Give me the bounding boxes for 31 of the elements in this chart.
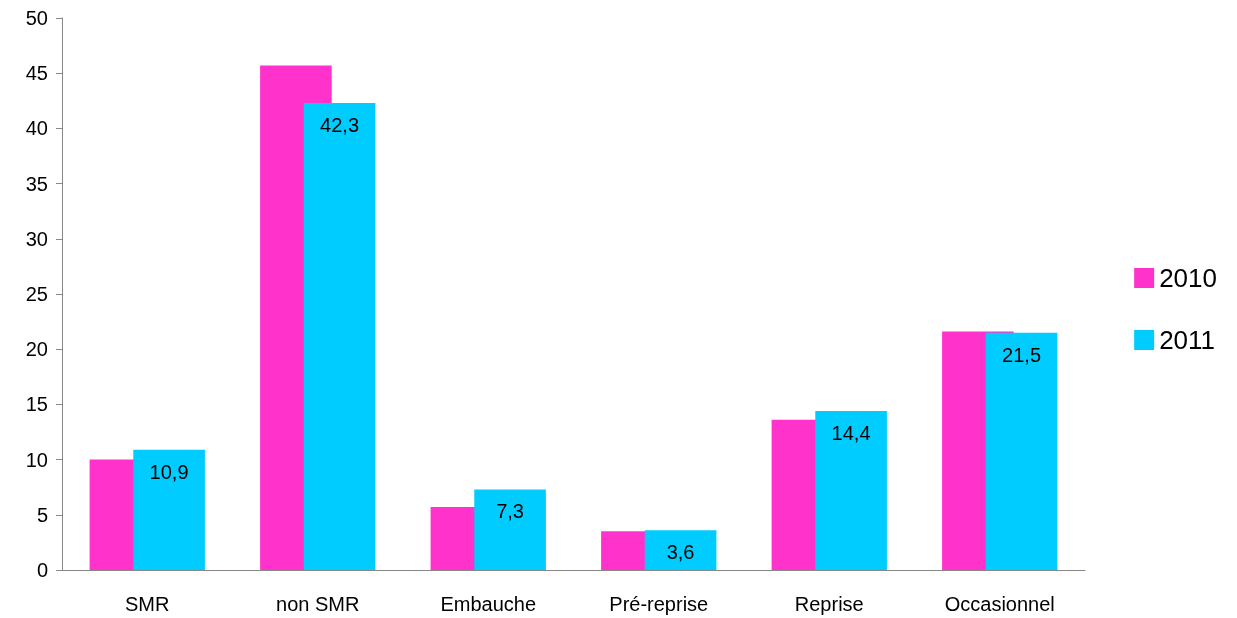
legend-label: 2011 <box>1159 325 1216 355</box>
bar <box>133 449 205 570</box>
bar <box>303 103 376 570</box>
x-tick-label: Embauche <box>440 593 537 615</box>
y-tick-label: 35 <box>25 172 48 195</box>
bar <box>644 530 717 570</box>
x-tick-label: Occasionnel <box>944 593 1055 615</box>
y-tick-label: 10 <box>25 448 48 471</box>
x-tick-label: Reprise <box>794 593 864 615</box>
data-label: 21,5 <box>1002 343 1042 366</box>
x-tick-label: SMR <box>125 593 170 615</box>
bar <box>985 332 1058 570</box>
y-tick-label: 0 <box>36 559 48 581</box>
x-tick-label: non SMR <box>276 593 360 615</box>
y-tick-label: 25 <box>25 283 48 305</box>
data-label: 10,9 <box>149 460 189 483</box>
legend-label: 2010 <box>1159 263 1217 293</box>
data-label: 14,4 <box>831 422 871 445</box>
data-label: 7,3 <box>496 500 524 523</box>
y-tick-label: 20 <box>25 338 48 361</box>
y-tick-label: 40 <box>25 117 48 140</box>
y-tick-label: 30 <box>25 227 48 250</box>
bar <box>474 489 546 570</box>
y-tick-label: 5 <box>36 503 48 526</box>
data-label: 42,3 <box>320 114 360 137</box>
y-tick-label: 15 <box>25 393 48 416</box>
data-label: 3,6 <box>666 541 695 564</box>
bar <box>815 411 887 570</box>
y-tick-label: 45 <box>25 62 48 85</box>
y-tick-label: 50 <box>25 7 48 29</box>
x-tick-label: Pré-reprise <box>609 593 709 615</box>
